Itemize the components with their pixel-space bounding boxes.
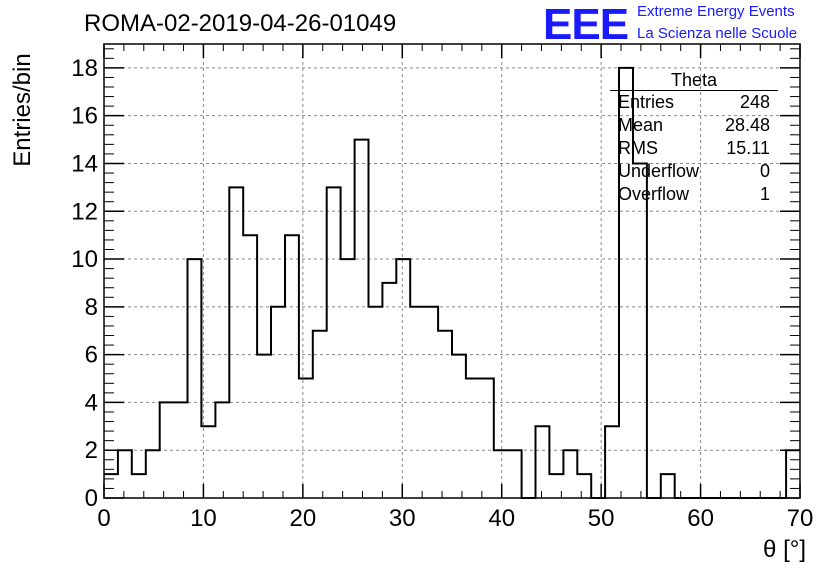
grid-lines: [104, 44, 800, 498]
histogram-line: [104, 66, 800, 499]
x-tick-label: 50: [588, 505, 615, 532]
stats-label: RMS: [618, 138, 658, 158]
stats-row-entries: Entries 248: [610, 91, 778, 114]
x-tick-label: 0: [97, 505, 110, 532]
stats-label: Overflow: [618, 184, 690, 204]
y-tick-label: 18: [71, 55, 98, 82]
x-tick-label: 60: [687, 505, 714, 532]
stats-value: 1: [759, 184, 770, 204]
y-axis-label: Entries/bin: [9, 53, 36, 167]
y-tick-label: 6: [85, 342, 98, 369]
y-tick-label: 10: [71, 246, 98, 273]
stats-row-rms: RMS 15.11: [610, 137, 778, 160]
stats-value: 15.11: [726, 138, 770, 158]
x-tick-label: 10: [190, 505, 217, 532]
stats-title: Theta: [610, 70, 778, 91]
stats-row-overflow: Overflow 1: [610, 183, 778, 206]
logo-subtitle-2: La Scienza nelle Scuole: [637, 25, 798, 42]
x-tick-label: 20: [290, 505, 317, 532]
x-tick-label: 30: [389, 505, 416, 532]
logo-subtitle-1: Extreme Energy Events: [637, 3, 795, 20]
stats-value: 28.48: [724, 115, 770, 135]
y-tick-label: 8: [85, 294, 98, 321]
y-tick-label: 0: [85, 485, 98, 512]
stats-row-mean: Mean 28.48: [610, 114, 778, 137]
y-tick-label: 2: [85, 437, 98, 464]
x-tick-label: 70: [787, 505, 814, 532]
stats-label: Entries: [618, 92, 675, 112]
stats-row-underflow: Underflow 0: [610, 160, 778, 183]
stats-label: Mean: [618, 115, 664, 135]
y-tick-label: 12: [71, 198, 98, 225]
stats-value: 248: [739, 92, 770, 112]
plot-frame: [103, 43, 801, 499]
stats-label: Underflow: [618, 161, 700, 181]
y-tick-label: 4: [85, 389, 98, 416]
y-tick-label: 14: [71, 150, 98, 177]
eee-logo: EEE: [543, 0, 629, 49]
x-axis-label: θ [°]: [763, 536, 806, 563]
y-tick-label: 16: [71, 103, 98, 130]
stats-box: Theta Entries 248 Mean 28.48 RMS 15.11 Unde…: [610, 70, 778, 206]
run-title: ROMA-02-2019-04-26-01049: [84, 10, 397, 37]
x-tick-label: 40: [488, 505, 515, 532]
stats-value: 0: [759, 161, 770, 181]
